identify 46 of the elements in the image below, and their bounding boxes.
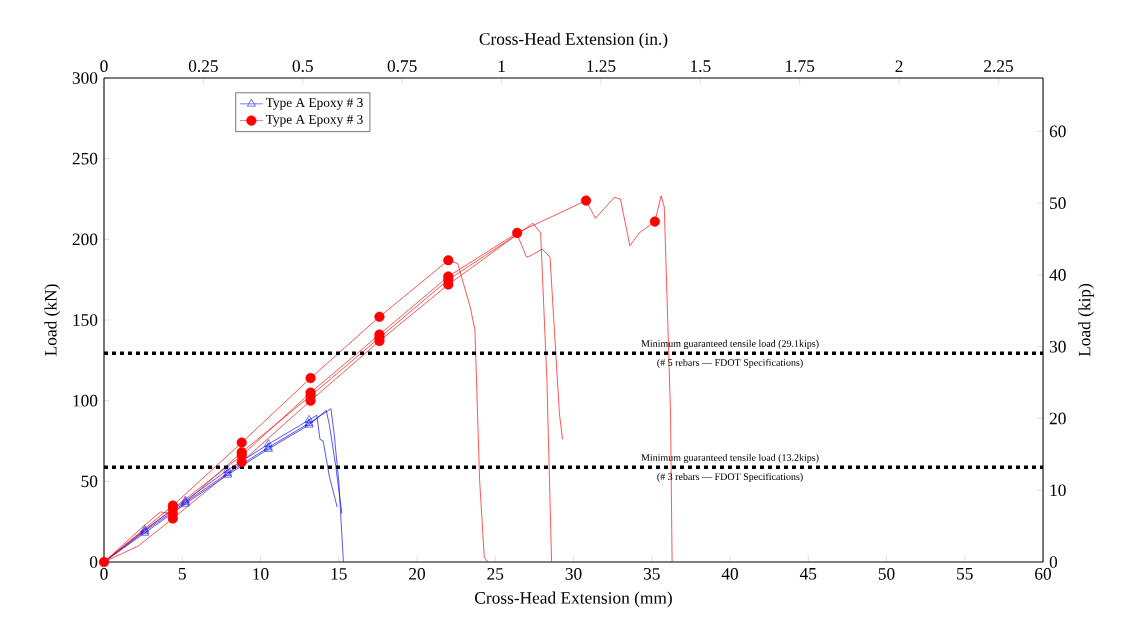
y2-tick-label: 20 — [1049, 412, 1066, 425]
x-tick-label: 0 — [100, 568, 108, 580]
x-tick-label: 15 — [331, 568, 347, 580]
legend-label: Type A Epoxy # 3 — [265, 114, 363, 127]
x-tick-label: 50 — [878, 568, 895, 580]
x2-tick-label: 1.75 — [786, 60, 815, 72]
y-tick-label: 150 — [73, 314, 98, 326]
legend-label: Type A Epoxy # 3 — [265, 98, 363, 110]
x2-tick-label: 1.5 — [691, 60, 711, 72]
x2-tick-label: 0.5 — [292, 60, 313, 72]
x-tick-label: 40 — [721, 568, 739, 580]
y-tick-label: 100 — [73, 394, 98, 407]
y2-axis-title: Load (kip) — [1078, 283, 1094, 357]
x2-tick-label: 2 — [895, 60, 903, 72]
x-tick-label: 25 — [487, 568, 504, 580]
x2-tick-label: 1 — [498, 60, 505, 72]
y-tick-label: 200 — [72, 233, 98, 246]
x-tick-label: 10 — [253, 568, 269, 580]
x2-axis-title: Cross-Head Extension (in.) — [479, 32, 668, 49]
x2-tick-label: 0.25 — [188, 60, 218, 72]
y2-tick-label: 40 — [1049, 269, 1066, 281]
y2-tick-label: 0 — [1049, 556, 1058, 568]
y-axis-title: Load (kN) — [44, 284, 61, 356]
ref-line-label: Minimum guaranteed tensile load (13.2kips) — [641, 453, 819, 464]
annotation: (# 3 rebars — FDOT Specifications) — [657, 472, 803, 483]
y2-tick-label: 60 — [1049, 125, 1066, 138]
x2-tick-label: 1.25 — [587, 60, 616, 72]
x2-tick-label: 0 — [100, 60, 108, 72]
x-tick-label: 60 — [1035, 568, 1052, 580]
y-tick-label: 250 — [72, 152, 98, 165]
y-tick-label: 50 — [81, 475, 98, 488]
x-tick-label: 45 — [799, 568, 817, 580]
y-tick-label: 300 — [72, 72, 98, 84]
y2-tick-label: 50 — [1050, 197, 1066, 210]
x2-tick-label: 0.75 — [387, 60, 417, 72]
y2-tick-label: 10 — [1050, 484, 1066, 497]
x-tick-label: 55 — [957, 568, 973, 580]
x-tick-label: 5 — [178, 568, 186, 580]
annotation: (# 5 rebars — FDOT Specifications) — [657, 358, 803, 369]
x-tick-label: 30 — [565, 568, 582, 580]
x-tick-label: 20 — [409, 568, 426, 580]
x2-tick-label: 2.25 — [984, 60, 1013, 72]
x-tick-label: 35 — [643, 568, 660, 580]
y-tick-label: 0 — [89, 556, 98, 568]
y2-tick-label: 30 — [1049, 340, 1066, 353]
x-axis-title: Cross-Head Extension (mm) — [475, 591, 672, 608]
